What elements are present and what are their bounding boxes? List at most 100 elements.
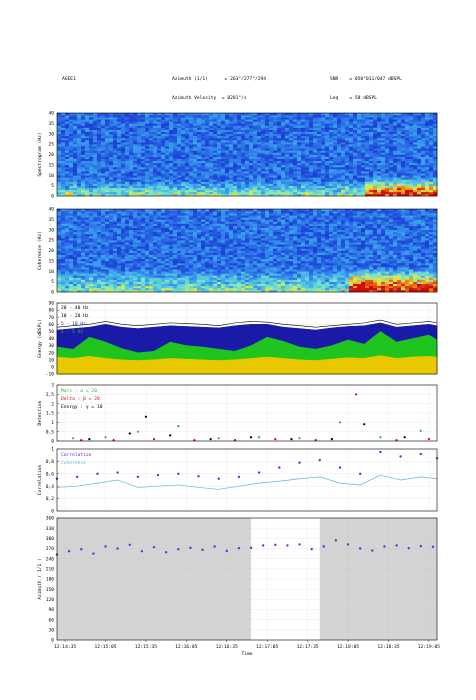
spectrogram-cell <box>61 183 66 186</box>
azimuth-velocity-field: Azimuth Velocity = 0281°/s <box>172 96 247 102</box>
spectrogram-cell <box>169 193 174 197</box>
spectrogram-cell <box>397 119 402 122</box>
spectrogram-cell <box>185 179 190 182</box>
spectrogram-cell <box>97 148 102 151</box>
spectrogram-cell <box>421 166 426 170</box>
coherence-cell <box>149 240 154 243</box>
spectrogram-cell <box>61 169 66 172</box>
spectrogram-cell <box>269 119 274 122</box>
spectrogram-cell <box>237 185 242 188</box>
spectrogram-cell <box>117 181 122 184</box>
spectrogram-cell <box>77 144 82 147</box>
spectrogram-cell <box>381 185 386 188</box>
spectrogram-cell <box>153 158 158 162</box>
spectrogram-cell <box>297 166 302 170</box>
spectrogram-cell <box>393 189 398 193</box>
coherence-cell <box>165 229 170 233</box>
spectrogram-cell <box>181 191 186 195</box>
coherence-cell <box>73 285 78 289</box>
spectrogram-cell <box>89 142 94 145</box>
spectrogram-cell <box>213 169 218 172</box>
spectrogram-cell <box>253 150 258 153</box>
spectrogram-cell <box>333 144 338 147</box>
spectrogram-cell <box>57 164 62 168</box>
spectrogram-cell <box>149 125 154 128</box>
spectrogram-cell <box>409 148 414 151</box>
coherence-cell <box>97 283 102 287</box>
spectrogram-cell <box>241 150 246 153</box>
spectrogram-cell <box>245 119 250 122</box>
spectrogram-cell <box>193 193 198 197</box>
spectrogram-cell <box>93 169 98 172</box>
spectrogram-cell <box>245 193 250 197</box>
spectrogram-cell <box>221 160 226 164</box>
spectrogram-cell <box>97 181 102 184</box>
spectrogram-cell <box>281 193 286 197</box>
spectrogram-cell <box>309 150 314 153</box>
spectrogram-cell <box>425 146 430 149</box>
spectrogram-cell <box>149 154 154 157</box>
spectrogram-cell <box>189 185 194 188</box>
spectrogram-cell <box>433 162 438 166</box>
coherence-cell <box>101 225 106 228</box>
spectrogram-cell <box>285 156 290 159</box>
spectrogram-cell <box>97 164 102 168</box>
spectrogram-cell <box>373 166 378 170</box>
spectrogram-cell <box>309 160 314 164</box>
spectrogram-cell <box>97 183 102 186</box>
coherence-cell <box>121 211 126 214</box>
spectrogram-cell <box>101 150 106 153</box>
spectrogram-cell <box>289 185 294 188</box>
spectrogram-cell <box>313 162 318 166</box>
spectrogram-cell <box>281 179 286 182</box>
spectrogram-cell <box>349 131 354 135</box>
spectrogram-cell <box>77 160 82 164</box>
coherence-cell <box>141 287 146 291</box>
spectrogram-cell <box>253 189 258 193</box>
spectrogram-cell <box>425 175 430 178</box>
coherence-cell <box>81 258 86 262</box>
spectrogram-cell <box>77 125 82 128</box>
spectrogram-cell <box>217 171 222 174</box>
spectrogram-cell <box>337 115 342 118</box>
spectrogram-cell <box>165 144 170 147</box>
coherence-cell <box>101 246 106 249</box>
spectrogram-cell <box>345 119 350 122</box>
spectrogram-cell <box>309 187 314 191</box>
spectrogram-cell <box>121 166 126 170</box>
spectrogram-cell <box>413 175 418 178</box>
spectrogram-cell <box>129 154 134 157</box>
coherence-cell <box>73 275 78 278</box>
spectrogram-cell <box>341 133 346 137</box>
spectrogram-cell <box>173 133 178 137</box>
coherence-cell <box>81 248 86 251</box>
coherence-cell <box>57 235 62 239</box>
spectrogram-cell <box>169 160 174 164</box>
spectrogram-cell <box>149 183 154 186</box>
coherence-cell <box>65 240 70 243</box>
spectrogram-cell <box>353 193 358 197</box>
spectrogram-cell <box>65 179 70 182</box>
coherence-cell <box>85 260 90 264</box>
spectrogram-cell <box>237 139 242 143</box>
spectrogram-cell <box>217 137 222 141</box>
spectrogram-cell <box>241 127 246 130</box>
spectrogram-cell <box>289 131 294 135</box>
coherence-cell <box>93 283 98 287</box>
spectrogram-cell <box>217 169 222 172</box>
spectrogram-cell <box>89 135 94 139</box>
coherence-cell <box>77 254 82 258</box>
spectrogram-cell <box>237 181 242 184</box>
spectrogram-cell <box>381 125 386 128</box>
coherence-cell <box>161 242 166 245</box>
spectrogram-cell <box>285 123 290 126</box>
coherence-cell <box>89 267 94 270</box>
spectrogram-cell <box>233 183 238 186</box>
spectrogram-cell <box>261 173 266 176</box>
spectrogram-cell <box>201 160 206 164</box>
coherence-cell <box>81 262 86 266</box>
spectrogram-cell <box>329 148 334 151</box>
spectrogram-cell <box>209 177 214 180</box>
spectrogram-cell <box>329 121 334 124</box>
spectrogram-cell <box>61 193 66 197</box>
